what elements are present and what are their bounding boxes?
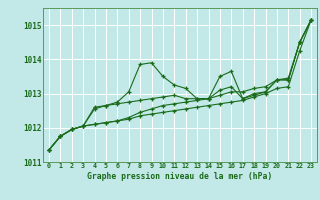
X-axis label: Graphe pression niveau de la mer (hPa): Graphe pression niveau de la mer (hPa): [87, 172, 273, 181]
